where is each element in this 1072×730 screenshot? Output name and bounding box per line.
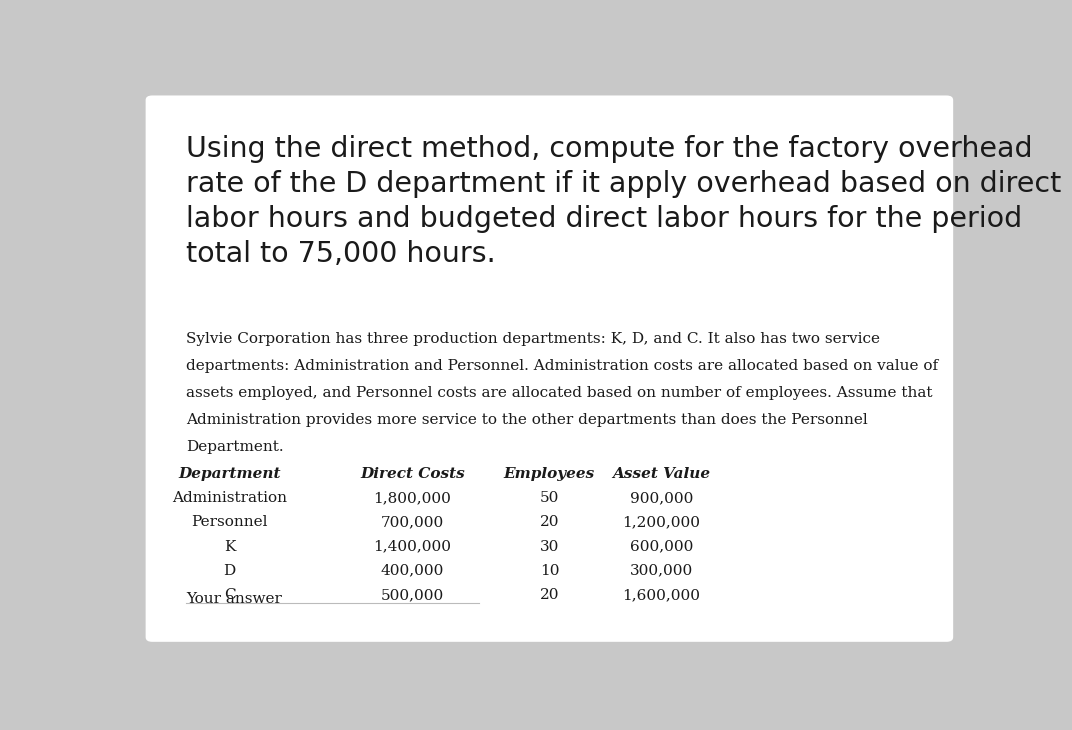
Text: 30: 30 xyxy=(539,539,560,553)
Text: Direct Costs: Direct Costs xyxy=(360,467,464,481)
Text: Using the direct method, compute for the factory overhead: Using the direct method, compute for the… xyxy=(187,135,1033,164)
Text: 10: 10 xyxy=(539,564,560,577)
Text: Asset Value: Asset Value xyxy=(612,467,711,481)
Text: assets employed, and Personnel costs are allocated based on number of employees.: assets employed, and Personnel costs are… xyxy=(187,386,933,400)
Text: 20: 20 xyxy=(539,588,560,602)
Text: Personnel: Personnel xyxy=(191,515,268,529)
Text: 500,000: 500,000 xyxy=(381,588,444,602)
Text: 1,200,000: 1,200,000 xyxy=(623,515,701,529)
Text: Administration: Administration xyxy=(172,491,287,505)
Text: 400,000: 400,000 xyxy=(381,564,444,577)
Text: K: K xyxy=(224,539,235,553)
Text: 20: 20 xyxy=(539,515,560,529)
Text: Employees: Employees xyxy=(504,467,595,481)
Text: 1,600,000: 1,600,000 xyxy=(623,588,701,602)
Text: 600,000: 600,000 xyxy=(630,539,694,553)
Text: Sylvie Corporation has three production departments: K, D, and C. It also has tw: Sylvie Corporation has three production … xyxy=(187,332,880,346)
Text: Department: Department xyxy=(178,467,281,481)
Text: C: C xyxy=(224,588,236,602)
Text: 300,000: 300,000 xyxy=(630,564,694,577)
Text: rate of the D department if it apply overhead based on direct: rate of the D department if it apply ove… xyxy=(187,170,1061,199)
Text: labor hours and budgeted direct labor hours for the period: labor hours and budgeted direct labor ho… xyxy=(187,205,1023,233)
Text: Administration provides more service to the other departments than does the Pers: Administration provides more service to … xyxy=(187,413,868,427)
Text: 900,000: 900,000 xyxy=(630,491,694,505)
Text: 700,000: 700,000 xyxy=(381,515,444,529)
Text: 50: 50 xyxy=(539,491,560,505)
Text: departments: Administration and Personnel. Administration costs are allocated ba: departments: Administration and Personne… xyxy=(187,359,938,373)
Text: 1,800,000: 1,800,000 xyxy=(373,491,451,505)
Text: Department.: Department. xyxy=(187,440,284,454)
FancyBboxPatch shape xyxy=(146,96,953,642)
Text: 1,400,000: 1,400,000 xyxy=(373,539,451,553)
Text: Your answer: Your answer xyxy=(187,592,282,606)
Text: D: D xyxy=(223,564,236,577)
Text: total to 75,000 hours.: total to 75,000 hours. xyxy=(187,240,496,268)
